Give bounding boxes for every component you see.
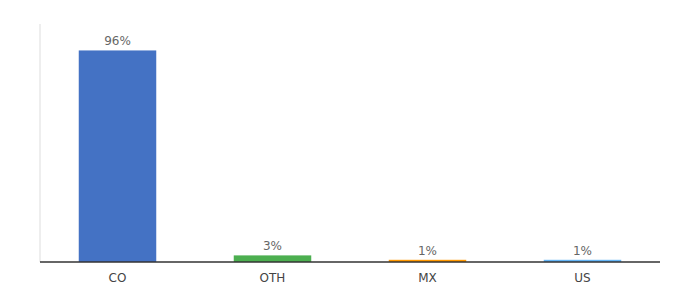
bar bbox=[79, 50, 157, 262]
x-axis-line bbox=[40, 261, 660, 263]
bar bbox=[234, 255, 312, 262]
y-axis-line bbox=[40, 24, 41, 262]
data-label: 96% bbox=[104, 34, 131, 48]
x-tick-label: US bbox=[574, 271, 590, 285]
x-tick-label: OTH bbox=[260, 271, 286, 285]
data-label: 1% bbox=[573, 244, 592, 258]
chart-svg: 96% 3% 1% 1% CO OTH MX US bbox=[0, 0, 680, 300]
bars bbox=[79, 50, 622, 262]
x-tick-label: MX bbox=[418, 271, 437, 285]
data-label: 3% bbox=[263, 239, 282, 253]
chart-container: 96% 3% 1% 1% CO OTH MX US bbox=[0, 0, 680, 300]
x-tick-label: CO bbox=[109, 271, 127, 285]
data-label: 1% bbox=[418, 244, 437, 258]
